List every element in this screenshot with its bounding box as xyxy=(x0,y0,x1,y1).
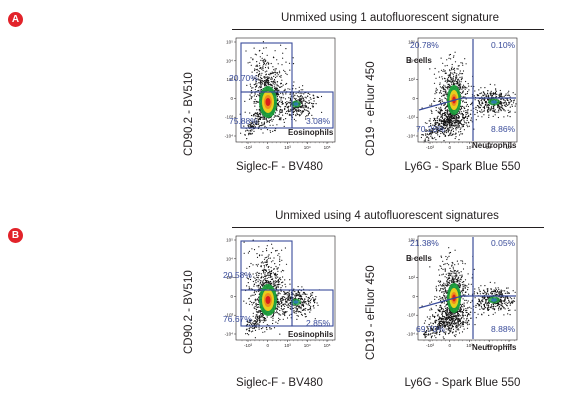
panel-b-siglecf-y-tick-label: 10⁵ xyxy=(226,238,233,243)
panel-a-siglecf-y-tick-label: 10³ xyxy=(226,77,233,82)
panel-b-ly6g-events xyxy=(421,247,516,340)
panel-a-siglecf-y-tick-label: 10⁴ xyxy=(226,58,233,63)
panel-b-ly6g-pct-ul: 21.38% xyxy=(410,238,439,248)
panel-b-siglecf-gate-eosinophils xyxy=(291,289,334,327)
panel-b-siglecf-scatter-svg: 10⁵ 10⁴ 10³ 0 -10³ -10⁴ -10³ 0 10³ 10⁴ 10⁵ xyxy=(225,235,336,348)
panel-b-siglecf-y-tick-label: 10⁴ xyxy=(226,256,233,261)
panel-b-ly6g-y-tick-label: 10⁴ xyxy=(408,256,415,261)
panel-a-ly6g-quadrant-horizontal xyxy=(418,97,516,111)
panel-a-bcells-label: B cells xyxy=(406,56,432,65)
panel-a-ly6g-y-tick-label: -10⁴ xyxy=(407,134,416,139)
panel-b-siglecf-pct-lr: 2.85% xyxy=(306,318,331,328)
panel-a-ly6g-y-tick-label: -10³ xyxy=(407,115,416,120)
panel-a-ly6g-scatter-svg: 10⁵ 10⁴ 10³ 0 -10³ -10⁴ -10³ 0 10³ 10⁴ 10⁵ xyxy=(407,37,518,150)
panel-a-ly6g-plot-frame xyxy=(417,37,518,143)
panel-a-siglecf-y-tick-label: 10⁵ xyxy=(226,40,233,45)
panel-a-siglecf-x-tick-label: 10⁴ xyxy=(304,145,311,150)
panel-b-siglecf-events xyxy=(243,239,320,339)
panel-a-ly6g-pct-ll: 70.26% xyxy=(416,124,445,134)
panel-a-ly6g-pct-ul: 20.78% xyxy=(410,40,439,50)
panel-b-ly6g-x-tick-label: 0 xyxy=(448,343,451,348)
panel-a-siglecf-pct-ll: 75.88% xyxy=(229,116,258,126)
panel-b-ly6g-xlabel: Ly6G - Spark Blue 550 xyxy=(404,377,521,389)
panel-b-siglecf-ylabel: CD90.2 - BV510 xyxy=(183,270,195,354)
panel-b-siglecf-y-tick-label: -10⁴ xyxy=(225,332,234,337)
panel-a-siglecf-events xyxy=(239,41,323,140)
panel-b-ly6g-y-tick-label: 10⁵ xyxy=(408,238,415,243)
panel-b-ly6g-plot: 10⁵ 10⁴ 10³ 0 -10³ -10⁴ -10³ 0 10³ 10⁴ 10⁵ xyxy=(404,234,519,354)
panel-b-title: Unmixed using 4 autofluorescent signatur… xyxy=(275,210,499,222)
panel-b-neutrophils-label: Neutrophils xyxy=(472,343,517,352)
panel-a-ly6g-events xyxy=(420,51,517,142)
panel-a-siglecf-pct-ul: 20.70% xyxy=(229,73,258,83)
panel-a-siglecf-x-tick-label: 0 xyxy=(266,145,269,150)
panel-b-ly6g-ylabel: CD19 - eFluor 450 xyxy=(365,265,377,360)
panel-a-eosinophils-label: Eosinophils xyxy=(288,128,334,137)
panel-b-siglecf-pct-ll: 76.67% xyxy=(223,314,252,324)
panel-b-ly6g-pct-ur: 0.05% xyxy=(491,238,516,248)
panel-a-ly6g-x-tick-label: 10⁵ xyxy=(506,145,513,150)
panel-b-siglecf-y-tick-label: 0 xyxy=(230,294,233,299)
panel-b-bcells-label: B cells xyxy=(406,254,432,263)
panel-b-siglecf-y-tick-label: 10³ xyxy=(226,275,233,280)
panel-a-ly6g-y-tick-label: 0 xyxy=(412,96,415,101)
panel-a-siglecf-gate-eosinophils xyxy=(291,91,334,129)
panel-b-ly6g-y-tick-label: 10³ xyxy=(408,275,415,280)
panel-b-ly6g-x-tick-label: 10⁴ xyxy=(486,343,493,348)
panel-a-siglecf-x-tick-label: -10³ xyxy=(244,145,253,150)
panel-a-badge: A xyxy=(8,12,23,27)
panel-b-siglecf-x-tick-label: -10³ xyxy=(244,343,253,348)
panel-a-neutrophils-label: Neutrophils xyxy=(472,141,517,150)
panel-a-siglecf-gate-cd90 xyxy=(240,42,293,93)
panel-a-ly6g-plot: 10⁵ 10⁴ 10³ 0 -10³ -10⁴ -10³ 0 10³ 10⁴ 10⁵ xyxy=(404,36,519,156)
panel-b-ly6g-quadrant-horizontal xyxy=(418,295,516,309)
panel-b-badge: B xyxy=(8,228,23,243)
panel-b-siglecf-x-tick-label: 10³ xyxy=(284,343,291,348)
panel-b-siglecf-plot-frame xyxy=(235,235,336,341)
panel-a-ly6g-pct-ur: 0.10% xyxy=(491,40,516,50)
panel-b-ly6g-pct-ll: 69.70% xyxy=(416,324,445,334)
panel-a-title-rule xyxy=(232,29,544,30)
panel-b-siglecf-plot: 10⁵ 10⁴ 10³ 0 -10³ -10⁴ -10³ 0 10³ 10⁴ 10⁵ xyxy=(222,234,337,354)
panel-a-ly6g-y-tick-label: 10⁵ xyxy=(408,40,415,45)
panel-b-siglecf-x-tick-label: 0 xyxy=(266,343,269,348)
panel-a-siglecf-xlabel: Siglec-F - BV480 xyxy=(236,161,323,173)
panel-a-siglecf-scatter-svg: 10⁵ 10⁴ 10³ 0 -10³ -10⁴ -10³ 0 10³ 10⁴ 10⁵ xyxy=(225,37,336,150)
panel-b-ly6g-x-tick-label: 10⁵ xyxy=(506,343,513,348)
panel-b-title-rule xyxy=(232,227,544,228)
panel-b-siglecf-x-tick-label: 10⁵ xyxy=(324,343,331,348)
panel-a-ly6g-pct-lr: 8.86% xyxy=(491,124,516,134)
panel-a-ly6g-y-tick-label: 10⁴ xyxy=(408,58,415,63)
panel-a-ly6g-x-tick-label: 10³ xyxy=(466,145,473,150)
panel-b-siglecf-xlabel: Siglec-F - BV480 xyxy=(236,377,323,389)
panel-b-ly6g-scatter-svg: 10⁵ 10⁴ 10³ 0 -10³ -10⁴ -10³ 0 10³ 10⁴ 10⁵ xyxy=(407,235,518,348)
panel-a-siglecf-pct-lr: 3.08% xyxy=(306,116,331,126)
panel-a-ly6g-x-tick-label: -10³ xyxy=(426,145,435,150)
panel-b-siglecf-x-tick-label: 10⁴ xyxy=(304,343,311,348)
panel-a-siglecf-x-tick-label: 10³ xyxy=(284,145,291,150)
panel-b-ly6g-y-tick-label: -10⁴ xyxy=(407,332,416,337)
panel-b-eosinophils-label: Eosinophils xyxy=(288,330,334,339)
panel-b-ly6g-plot-frame xyxy=(417,235,518,341)
panel-b-ly6g-pct-lr: 8.88% xyxy=(491,324,516,334)
panel-b-ly6g-x-tick-label: 10³ xyxy=(466,343,473,348)
panel-a-siglecf-ylabel: CD90.2 - BV510 xyxy=(183,72,195,156)
panel-a-siglecf-x-tick-label: 10⁵ xyxy=(324,145,331,150)
panel-a-title: Unmixed using 1 autofluorescent signatur… xyxy=(281,12,499,24)
panel-a-siglecf-plot: 10⁵ 10⁴ 10³ 0 -10³ -10⁴ -10³ 0 10³ 10⁴ 10⁵ xyxy=(222,36,337,156)
panel-b-siglecf-y-tick-label: -10³ xyxy=(225,313,234,318)
panel-a-ly6g-ylabel: CD19 - eFluor 450 xyxy=(365,61,377,156)
panel-a-ly6g-x-tick-label: 0 xyxy=(448,145,451,150)
panel-a-ly6g-xlabel: Ly6G - Spark Blue 550 xyxy=(404,161,521,173)
panel-a-ly6g-y-tick-label: 10³ xyxy=(408,77,415,82)
panel-a-siglecf-y-tick-label: -10³ xyxy=(225,115,234,120)
panel-b-ly6g-y-tick-label: -10³ xyxy=(407,313,416,318)
panel-b-ly6g-x-tick-label: -10³ xyxy=(426,343,435,348)
panel-a-ly6g-x-tick-label: 10⁴ xyxy=(486,145,493,150)
panel-a-siglecf-y-tick-label: 0 xyxy=(230,96,233,101)
panel-b-siglecf-pct-ul: 20.58% xyxy=(223,270,252,280)
panel-b-ly6g-y-tick-label: 0 xyxy=(412,294,415,299)
panel-a-siglecf-plot-frame xyxy=(235,37,336,143)
panel-a-siglecf-y-tick-label: -10⁴ xyxy=(225,134,234,139)
